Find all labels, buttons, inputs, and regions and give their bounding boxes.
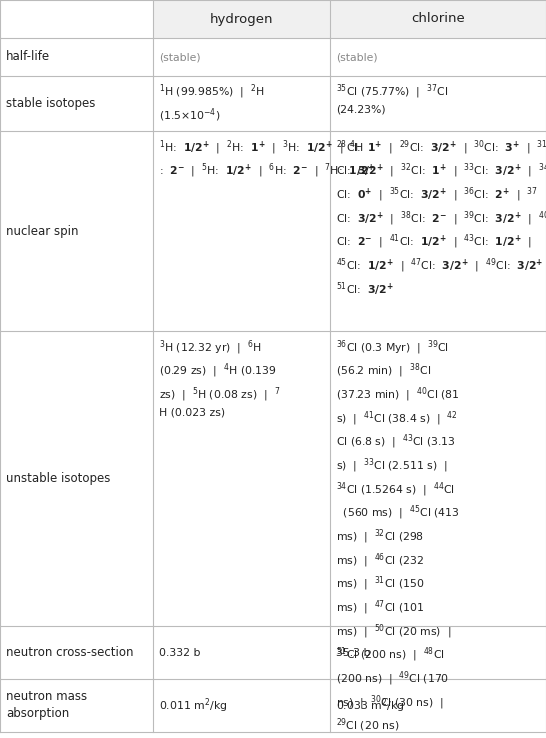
Text: $^{28}$Cl:  $\mathbf{1^{+}}$  |  $^{29}$Cl:  $\mathbf{3/2^{+}}$  |  $^{30}$Cl:  : $^{28}$Cl: $\mathbf{1^{+}}$ | $^{29}$Cl:… [336,138,546,298]
Text: unstable isotopes: unstable isotopes [6,472,110,485]
Text: half-life: half-life [6,50,50,63]
Text: 35.3 b: 35.3 b [336,647,371,658]
Text: 0.033 m$^{2}$/kg: 0.033 m$^{2}$/kg [336,696,405,715]
Text: 0.011 m$^{2}$/kg: 0.011 m$^{2}$/kg [159,696,227,715]
Text: neutron cross-section: neutron cross-section [6,646,134,659]
Text: $^{1}$H:  $\mathbf{1/2^{+}}$  |  $^{2}$H:  $\mathbf{1^{+}}$  |  $^{3}$H:  $\math: $^{1}$H: $\mathbf{1/2^{+}}$ | $^{2}$H: $… [159,138,375,180]
Bar [153,0,330,38]
Bar [330,0,546,38]
Text: stable isotopes: stable isotopes [6,97,96,110]
Text: $^{3}$H (12.32 yr)  |  $^{6}$H
(0.29 zs)  |  $^{4}$H (0.139
zs)  |  $^{5}$H (0.0: $^{3}$H (12.32 yr) | $^{6}$H (0.29 zs) |… [159,338,280,417]
Text: (stable): (stable) [336,52,378,62]
Text: nuclear spin: nuclear spin [6,224,79,238]
Text: $^{35}$Cl (75.77%)  |  $^{37}$Cl
(24.23%): $^{35}$Cl (75.77%) | $^{37}$Cl (24.23%) [336,82,448,114]
Text: (stable): (stable) [159,52,200,62]
Text: hydrogen: hydrogen [210,13,273,26]
Text: 0.332 b: 0.332 b [159,647,200,658]
Text: chlorine: chlorine [411,13,465,26]
Text: $^{36}$Cl (0.3 Myr)  |  $^{39}$Cl
(56.2 min)  |  $^{38}$Cl
(37.23 min)  |  $^{40: $^{36}$Cl (0.3 Myr) | $^{39}$Cl (56.2 mi… [336,338,460,734]
Text: $^{1}$H (99.985%)  |  $^{2}$H
(1.5×10$^{-4}$): $^{1}$H (99.985%) | $^{2}$H (1.5×10$^{-4… [159,82,265,124]
Text: neutron mass
absorption: neutron mass absorption [6,691,87,720]
